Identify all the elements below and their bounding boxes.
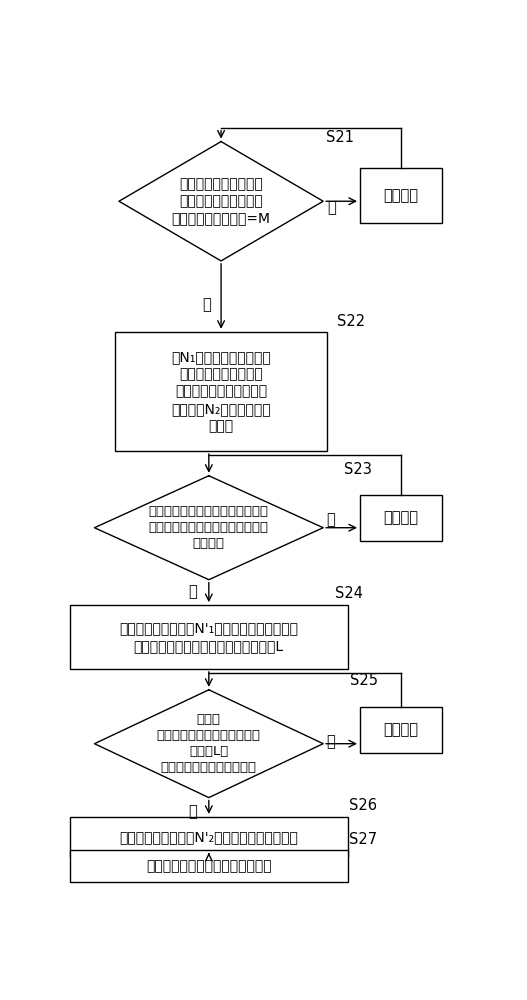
Text: 停止检测，记录行数N'₂作为乳腺部分的终止行: 停止检测，记录行数N'₂作为乳腺部分的终止行 bbox=[120, 830, 298, 844]
Text: 提取所述乳腺部分，获得第一图像: 提取所述乳腺部分，获得第一图像 bbox=[146, 859, 271, 873]
Text: 继续检测: 继续检测 bbox=[383, 722, 418, 737]
Text: 是: 是 bbox=[188, 804, 197, 819]
Bar bbox=[70, 605, 348, 669]
Text: S27: S27 bbox=[348, 832, 377, 847]
Text: 是: 是 bbox=[202, 297, 211, 312]
Bar bbox=[70, 817, 348, 857]
Text: S24: S24 bbox=[336, 586, 364, 601]
Bar bbox=[70, 850, 348, 882]
Text: 否: 否 bbox=[327, 200, 336, 215]
Bar bbox=[360, 495, 442, 541]
Text: S22: S22 bbox=[337, 314, 366, 329]
Text: 继续检测: 继续检测 bbox=[383, 188, 418, 203]
Text: 继续检测: 继续检测 bbox=[383, 511, 418, 526]
Text: S25: S25 bbox=[350, 673, 378, 688]
Text: 否: 否 bbox=[326, 512, 335, 527]
Text: S21: S21 bbox=[326, 130, 355, 145]
Text: 否: 否 bbox=[326, 734, 335, 749]
Text: 以N₁为椭圆的起始行，以
注射造影剂前的磁共振
图像的最后一行作为椭圆
的终止行N₂，进行椭圆分
割处理: 以N₁为椭圆的起始行，以 注射造影剂前的磁共振 图像的最后一行作为椭圆 的终止行… bbox=[171, 350, 271, 433]
Text: 在椭圆
分割后的图像上从下到上逐行
检测第L列
当测得的灰度值为非零值时: 在椭圆 分割后的图像上从下到上逐行 检测第L列 当测得的灰度值为非零值时 bbox=[157, 713, 261, 774]
Text: 对注射造影剂前的磁共
振图像从上到下逐行进
行检测连通域的范围=M: 对注射造影剂前的磁共 振图像从上到下逐行进 行检测连通域的范围=M bbox=[172, 177, 270, 226]
Text: S26: S26 bbox=[348, 798, 376, 813]
Text: 在所述分割处理后的图像上从上到
下逐行检测，当测得的灰度值为非
零值时，: 在所述分割处理后的图像上从上到 下逐行检测，当测得的灰度值为非 零值时， bbox=[149, 505, 269, 550]
Text: 是: 是 bbox=[188, 584, 197, 599]
Bar bbox=[360, 707, 442, 753]
Bar bbox=[360, 168, 442, 223]
Text: 停止检测，记录行数N'₁作为乳腺部分的起始行
，记录所述非零值的像素点所在的列数L: 停止检测，记录行数N'₁作为乳腺部分的起始行 ，记录所述非零值的像素点所在的列数… bbox=[119, 621, 298, 653]
Text: S23: S23 bbox=[344, 462, 372, 477]
Bar bbox=[115, 332, 327, 451]
